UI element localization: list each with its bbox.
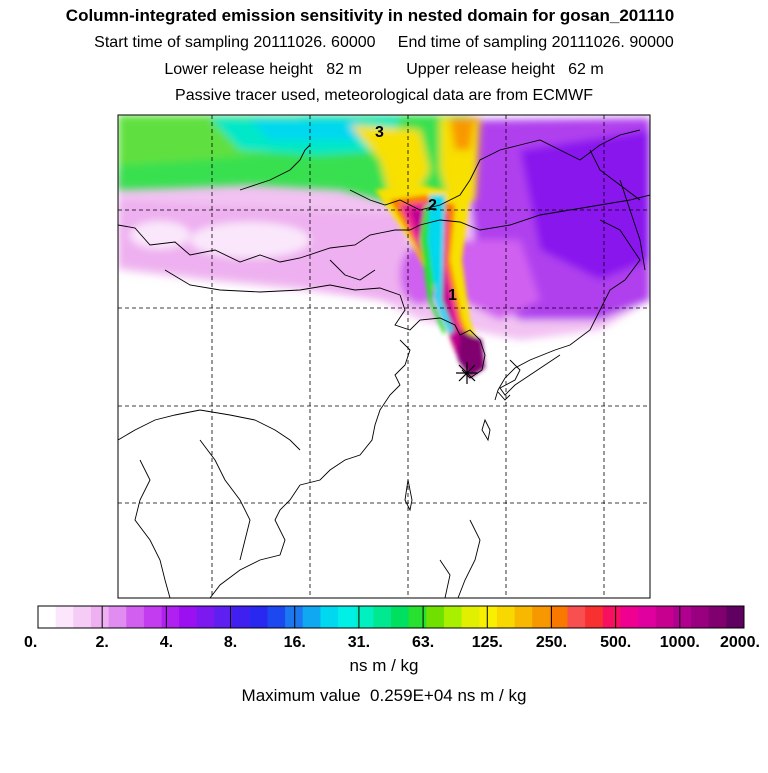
colorbar-tick-labels: 0. 2. 4. 8. 16. 31. 63. 125. 250. 500. 1000. 2000. [24,634,760,651]
colorbar-unit: ns m / kg [349,656,419,675]
colorbar-swatch [267,606,286,628]
colorbar-swatch [320,606,339,628]
colorbar-swatch [426,606,445,628]
tracer-info-line: Passive tracer used, meteorological data… [175,87,593,104]
colorbar-tick-label: 2000. [720,634,760,651]
colorbar [37,605,745,629]
plume-label-2: 2 [428,197,437,214]
colorbar-swatch [443,606,463,628]
colorbar-tick-label: 31. [348,634,370,651]
colorbar-tick-label: 8. [224,634,237,651]
sensitivity-field [118,115,650,598]
colorbar-tick-label: 1000. [660,634,700,651]
maximum-value-text: Maximum value 0.259E+04 ns m / kg [241,686,527,705]
colorbar-swatch [38,606,57,628]
colorbar-swatch [249,606,268,628]
colorbar-swatch [691,606,710,628]
colorbar-swatch [108,606,127,628]
colorbar-swatch [708,606,727,628]
colorbar-swatch [391,606,410,628]
plot-title: Column-integrated emission sensitivity i… [65,6,675,25]
colorbar-swatch [355,606,374,628]
release-height-line: Lower release height 82 m Upper release … [164,61,604,78]
colorbar-swatch [373,606,392,628]
colorbar-swatch [620,606,639,628]
colorbar-swatch [496,606,516,628]
colorbar-swatch [126,606,145,628]
coastlines [118,129,650,598]
release-point-marker [456,362,478,384]
colorbar-swatch [549,606,568,628]
colorbar-swatch [214,606,233,628]
colorbar-swatch [285,606,304,628]
colorbar-swatch [408,606,427,628]
colorbar-tick-label: 0. [24,634,37,651]
colorbar-frame [37,605,745,629]
colorbar-swatch [90,606,110,628]
colorbar-swatch [638,606,657,628]
colorbar-tick-label: 2. [96,634,109,651]
colorbar-swatch [179,606,198,628]
colorbar-swatch [514,606,533,628]
plume-label-1: 1 [448,287,457,304]
colorbar-swatch [143,606,163,628]
colorbar-swatch [726,606,745,628]
colorbar-swatch [161,606,180,628]
colorbar-swatch [567,606,586,628]
colorbar-swatch [461,606,480,628]
colorbar-swatch [585,606,604,628]
colorbar-swatch [532,606,551,628]
colorbar-swatch [655,606,674,628]
colorbar-tick-label: 125. [472,634,503,651]
colorbar-swatch [73,606,92,628]
map-frame [117,114,651,599]
colorbar-tick-label: 63. [412,634,434,651]
colorbar-tick-label: 16. [284,634,306,651]
colorbar-swatch [55,606,74,628]
lat-lon-grid [118,115,650,598]
plume-label-3: 3 [375,124,384,141]
colorbar-tick-label: 4. [160,634,173,651]
colorbar-swatch [479,606,498,628]
colorbar-tick-label: 500. [600,634,631,651]
colorbar-tick-label: 250. [536,634,567,651]
colorbar-swatch [232,606,251,628]
colorbar-swatch [196,606,215,628]
colorbar-swatch [302,606,321,628]
colorbar-swatch [673,606,692,628]
colorbar-swatch [602,606,621,628]
sampling-time-line: Start time of sampling 20111026. 60000 E… [94,34,674,51]
colorbar-swatch [338,606,357,628]
